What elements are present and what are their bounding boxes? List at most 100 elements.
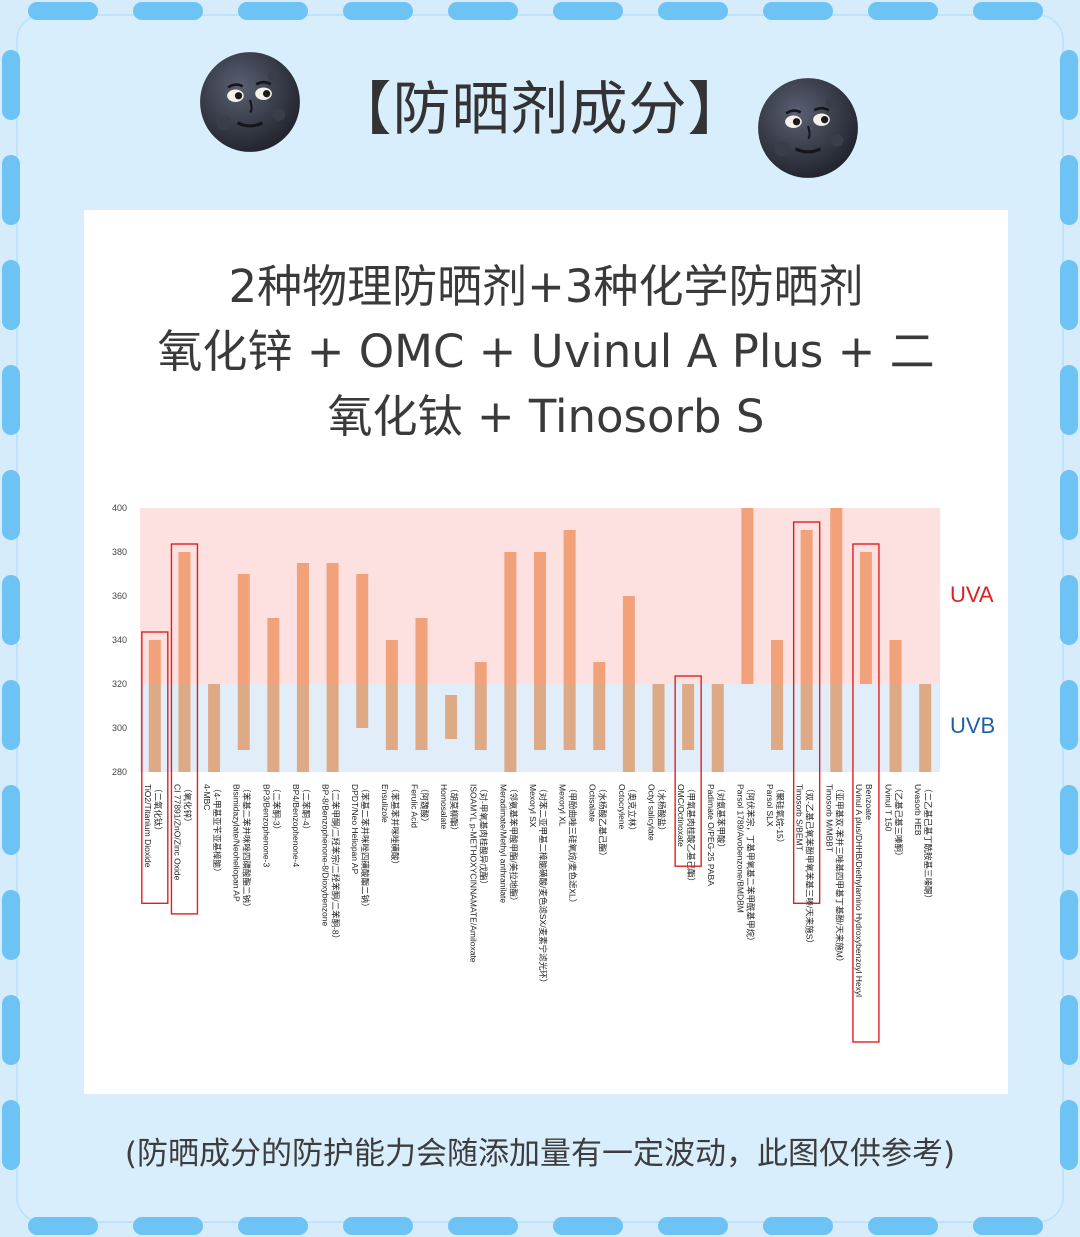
category-label: Ensulizole（苯基苯并咪唑磺酸） (380, 784, 400, 869)
category-label: Uvinul A plus/DHHB/Diethylamino Hydroxyb… (854, 784, 874, 997)
border-dash (2, 470, 20, 540)
border-dash (2, 995, 20, 1065)
bar-segment-uva (504, 552, 517, 684)
category-label: Parsol 1789/Avobenzone/BMDBM（阿伏苯宗，丁基甲氧基二… (735, 784, 755, 946)
category-label: Octyl salicylate（水杨酸盐） (647, 784, 667, 841)
border-dash (133, 1217, 203, 1235)
category-label: Octisalate（水杨酸乙基己酯） (587, 784, 607, 861)
bar-segment-uvb (445, 695, 458, 739)
bar-segment-uva (741, 508, 754, 684)
category-label: Parsol SLX（聚硅氧烷-15） (765, 784, 785, 847)
bar-segment-uvb (208, 684, 221, 772)
new-moon-face-icon (758, 78, 858, 178)
bar-segment-uva (563, 530, 576, 684)
border-dash (28, 1217, 98, 1235)
category-label: Homosalate（胡莫柳酯） (439, 784, 459, 835)
border-dash (2, 260, 20, 330)
category-label: Bisimidazylate/Neoheliopan AP（苯基二苯并咪唑四磺酸… (232, 784, 252, 912)
bar-segment-uva (178, 552, 191, 684)
highlight-box (674, 675, 702, 867)
border-dash (763, 1217, 833, 1235)
bar-segment-uvb (356, 684, 369, 728)
bar-segment-uvb (267, 684, 280, 772)
category-label: Padimate O/PEG-25 PABA（对氨基苯甲酸） (706, 784, 726, 886)
border-dash (238, 2, 308, 20)
category-label: OMC/Octinoxate（甲氧基肉桂酸乙基己酯） (676, 784, 696, 886)
border-dash (448, 2, 518, 20)
uvb-band-label: UVB (950, 713, 996, 738)
bar-segment-uvb (326, 684, 339, 772)
bar-segment-uvb (622, 684, 635, 772)
bar-segment-uva (889, 640, 902, 684)
border-dash (2, 575, 20, 645)
card-title-line-3: 氧化钛 + Tinosorb S (327, 390, 765, 443)
bar-segment-uvb (771, 684, 784, 750)
category-label: Uvasorb HEB（二乙基己基丁酰胺基三嗪酮） (913, 784, 933, 903)
bar-segment-uva (800, 530, 813, 684)
y-tick-label: 300 (112, 723, 127, 733)
bar-segment-uva (415, 618, 428, 684)
border-dash (2, 155, 20, 225)
category-label: BP4/Benzophenone-4（二苯酮-4） (291, 784, 311, 867)
border-dash (658, 1217, 728, 1235)
bar-segment-uva (474, 662, 487, 684)
category-label: Ferulic Acid（阿魏酸） (409, 784, 429, 828)
bar-segment-uvb (415, 684, 428, 750)
border-dash (1060, 50, 1078, 120)
bar-segment-uvb (385, 684, 398, 750)
bar-segment-uva (385, 640, 398, 684)
border-dash (2, 50, 20, 120)
bar-segment-uva (326, 563, 339, 684)
border-dash (1060, 470, 1078, 540)
border-dash (973, 1217, 1043, 1235)
category-label: BP-8/Benzophenone-8/Dioxybenzone（二苯甲酮/二羟… (321, 784, 341, 943)
bar-segment-uvb (919, 684, 932, 772)
border-dash (2, 680, 20, 750)
bar-segment-uva (771, 640, 784, 684)
category-label: Octocrylene（奥克立林） (617, 784, 637, 835)
bar-segment-uva (296, 563, 309, 684)
category-label: CI 77891/ZnO/Zinc Oxide（氧化锌） (172, 784, 192, 881)
bar-segment-uva (148, 640, 161, 684)
border-dash (1060, 155, 1078, 225)
border-dash (868, 1217, 938, 1235)
border-dash (238, 1217, 308, 1235)
category-label: Tinosorb S/BEMT（双-乙基己氧苯酚甲氧苯基三嗪/天来施S） (795, 784, 815, 948)
y-tick-label: 320 (112, 679, 127, 689)
y-tick-label: 400 (112, 503, 127, 513)
category-label: BP3/Benzophenone-3（二苯酮-3） (261, 784, 281, 867)
bar-segment-uvb (237, 684, 250, 750)
uva-band-label: UVA (950, 582, 994, 607)
border-dash (1060, 785, 1078, 855)
border-dash (2, 890, 20, 960)
border-dash (763, 2, 833, 20)
bar-segment-uvb (563, 684, 576, 750)
footer-note: (防晒成分的防护能力会随添加量有一定波动，此图仅供参考) (124, 1136, 956, 1172)
border-dash (553, 2, 623, 20)
highlight-box (852, 543, 880, 1043)
page-title: 【防晒剂成分】 (333, 75, 747, 143)
border-dash (1060, 995, 1078, 1065)
border-dash (343, 2, 413, 20)
bar-segment-uvb (830, 684, 843, 772)
category-label: Uvinul T 150（乙基己基三嗪酮） (884, 784, 904, 861)
y-tick-label: 360 (112, 591, 127, 601)
border-dash (973, 2, 1043, 20)
bar-segment-uvb (534, 684, 546, 750)
border-dash (133, 2, 203, 20)
bar-segment-uvb (711, 684, 724, 772)
bar-segment-uvb (593, 684, 606, 750)
border-dash (343, 1217, 413, 1235)
border-dash (1060, 260, 1078, 330)
bar-segment-uva (237, 574, 250, 684)
border-dash (1060, 1100, 1078, 1170)
bar-segment-uva (859, 552, 872, 684)
category-label: Tinosorb M/MBBT（亚甲基双-苯并三唑基四甲基丁基酚/天来施M） (824, 784, 844, 966)
uv-range-chart: 280 300 320 340 360 380 400 TiO2/Titanium Dioxi… (112, 503, 940, 1043)
border-dash (448, 1217, 518, 1235)
category-label: ISOAMYL p-METHOXYCINNAMATE/Amiloxate（对-甲… (469, 784, 489, 963)
bar-segment-uvb (178, 684, 191, 772)
bar-segment-uva (267, 618, 280, 684)
y-tick-label: 340 (112, 635, 127, 645)
